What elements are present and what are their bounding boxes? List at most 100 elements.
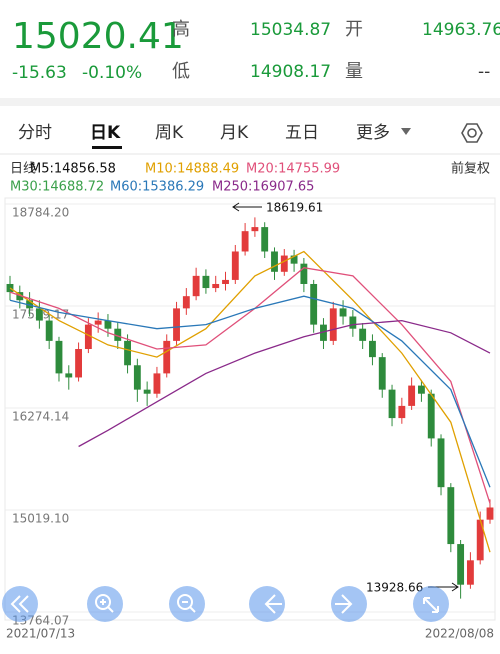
stat-label: 开 — [345, 19, 363, 40]
annotation-arrow — [232, 202, 262, 212]
candle-body — [408, 385, 416, 406]
candle-body — [84, 324, 92, 350]
y-tick-label: 18784.20 — [12, 206, 69, 220]
button-bg — [87, 586, 123, 622]
button-bg — [169, 586, 205, 622]
stat-value: 14908.17 — [250, 62, 331, 82]
candle-body — [378, 357, 386, 390]
candle-body — [124, 340, 131, 366]
candle-body — [300, 263, 308, 284]
candle-body — [261, 227, 269, 252]
legend-item: M250:16907.65 — [212, 180, 314, 195]
chart-button[interactable] — [2, 586, 38, 622]
candle-body — [212, 283, 220, 289]
candle-body — [35, 308, 43, 321]
change: -15.63 — [12, 63, 67, 83]
chart-button[interactable] — [331, 586, 367, 622]
candle-body — [16, 292, 24, 301]
ma-line — [78, 319, 491, 448]
button-icon — [335, 594, 353, 614]
candle-body — [369, 340, 376, 358]
candle-body — [6, 283, 14, 293]
candle-body — [173, 308, 180, 341]
candle-body — [437, 438, 445, 488]
tab[interactable]: 月K — [220, 123, 249, 143]
tab-active[interactable]: 日K — [90, 123, 121, 143]
stat-value: 14963.76 — [422, 20, 500, 40]
button-icon — [182, 601, 196, 613]
settings-icon[interactable] — [461, 123, 483, 143]
button-icon — [95, 594, 111, 610]
candle-body — [45, 320, 53, 341]
chart-button[interactable] — [413, 586, 449, 622]
candle-body — [476, 519, 484, 561]
candle-body — [231, 251, 239, 280]
ma-line — [9, 250, 491, 553]
candle-body — [104, 320, 112, 329]
candle-body — [182, 296, 190, 309]
candle-body — [271, 251, 278, 272]
candle-body — [65, 373, 73, 378]
candle-body — [457, 544, 465, 585]
candle-body — [310, 283, 318, 325]
tab-underline — [92, 146, 122, 149]
chart-button[interactable] — [169, 586, 205, 622]
candle-body — [114, 328, 122, 341]
stat-label: 低 — [172, 61, 190, 82]
separator — [0, 98, 500, 106]
ma-line — [9, 295, 491, 488]
candle-body — [222, 279, 229, 284]
chart-button[interactable] — [87, 586, 123, 622]
candle-body — [163, 340, 171, 374]
candle-body — [251, 227, 259, 232]
candle-body — [280, 255, 288, 272]
candle-body — [447, 487, 455, 545]
candle-body — [427, 393, 435, 439]
legend-title: 日线 — [10, 162, 36, 177]
tab[interactable]: 分时 — [18, 123, 52, 143]
stat-label: 高 — [172, 19, 190, 40]
candle-body — [241, 231, 249, 252]
tab[interactable]: 更多 — [356, 123, 390, 143]
candle-body — [143, 389, 151, 394]
candle-body — [349, 316, 357, 329]
legend-item: M60:15386.29 — [110, 180, 204, 195]
plot-frame — [4, 197, 496, 621]
candle-body — [94, 320, 102, 325]
y-tick-label: 16274.14 — [12, 409, 69, 423]
candle-body — [388, 389, 396, 419]
candle-body — [466, 560, 474, 585]
y-tick-label: 15019.10 — [12, 512, 69, 526]
button-icon — [10, 595, 29, 613]
candle-body — [26, 300, 34, 309]
stat-label: 量 — [345, 61, 363, 82]
legend-item: M20:14755.99 — [246, 162, 340, 177]
adjust-mode[interactable]: 前复权 — [451, 161, 490, 177]
x-tick-label: 2022/08/08 — [425, 627, 494, 641]
candle-body — [133, 365, 141, 390]
candle-body — [153, 373, 161, 394]
button-icon — [100, 599, 114, 613]
candle-body — [192, 275, 200, 297]
legend-item: M5:14856.58 — [30, 162, 116, 177]
candle-body — [359, 328, 367, 341]
legend-item: M10:14888.49 — [145, 162, 239, 177]
button-icon — [423, 597, 439, 613]
annotation: 18619.61 — [266, 201, 323, 215]
tab[interactable]: 周K — [155, 123, 184, 143]
candle-body — [329, 308, 337, 341]
candle-body — [398, 405, 406, 419]
candle-body — [320, 324, 327, 341]
candle-body — [75, 349, 82, 378]
candle-body — [339, 308, 347, 317]
price: 15020.41 — [12, 16, 184, 57]
legend-item: M30:14688.72 — [10, 180, 104, 195]
chart-button[interactable] — [249, 586, 285, 622]
dropdown-icon — [401, 128, 411, 135]
tab[interactable]: 五日 — [285, 123, 319, 143]
annotation: 13928.66 — [366, 581, 423, 595]
button-icon — [177, 594, 193, 610]
stat-value: -- — [478, 62, 490, 82]
